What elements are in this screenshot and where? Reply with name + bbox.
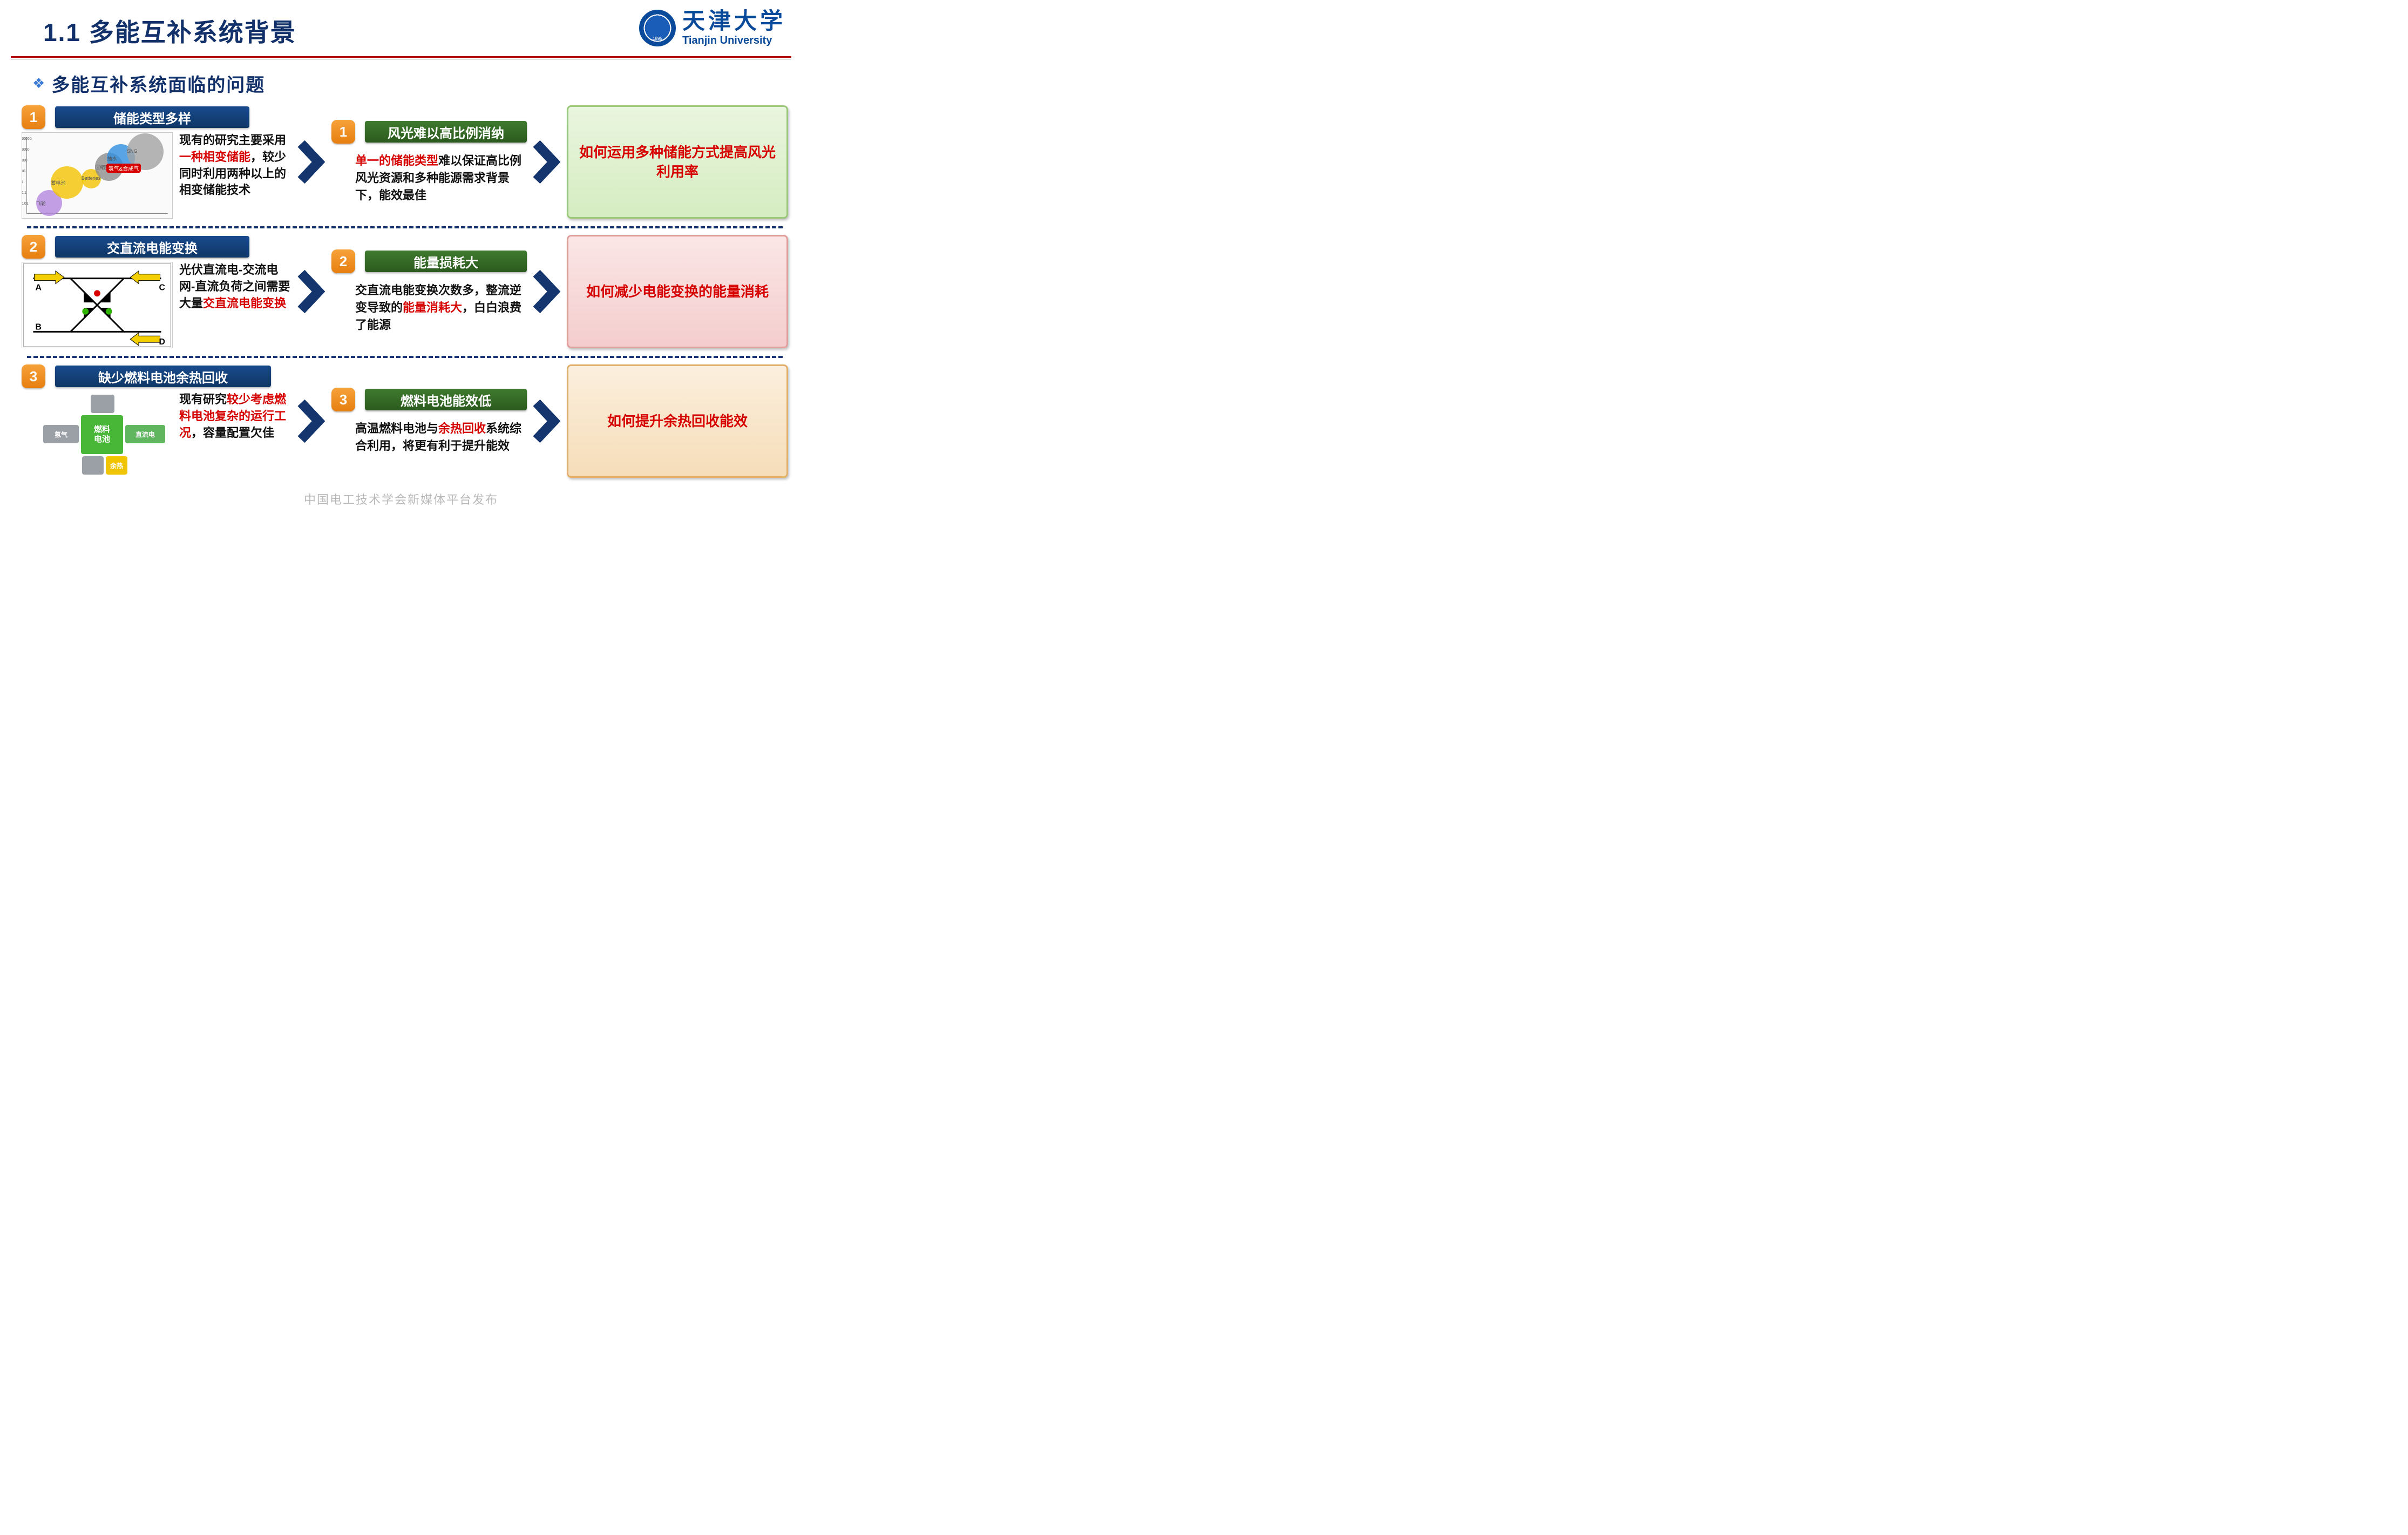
- header-rule: [11, 56, 791, 59]
- arrow-icon: [297, 140, 326, 184]
- diamond-bullet-icon: ❖: [32, 75, 45, 92]
- arrow-icon: [297, 270, 326, 313]
- problem-row-2: 2 交直流电能变换: [22, 232, 788, 353]
- conclusion-box-3: 如何提升余热回收能效: [567, 364, 788, 478]
- mid-block-3: 3 燃料电池能效低 高温燃料电池与余热回收系统综合利用，将更有利于提升能效: [331, 388, 527, 455]
- left-title-pill-3: 缺少燃料电池余热回收: [55, 366, 271, 387]
- mid-desc-1: 单一的储能类型难以保证高比例风光资源和多种能源需求背景下，能效最佳: [331, 147, 527, 204]
- svg-text:B: B: [35, 322, 41, 332]
- left-desc-3: 现有研究较少考虑燃料电池复杂的运行工况，容量配置欠佳: [179, 391, 291, 441]
- left-badge-1: 1: [22, 105, 45, 129]
- rows-container: 1 储能类型多样 飞轮蓄电池Batteries压缩空气抽水SNG氢气&合成气10…: [0, 102, 802, 482]
- mid-badge-2: 2: [331, 249, 355, 273]
- left-badge-3: 3: [22, 364, 45, 388]
- left-block-2: 2 交直流电能变换: [22, 235, 291, 348]
- left-desc-2: 光伏直流电-交流电网-直流负荷之间需要大量交直流电能变换: [179, 262, 291, 312]
- conclusion-box-2: 如何减少电能变换的能量消耗: [567, 235, 788, 348]
- left-desc-1: 现有的研究主要采用一种相变储能，较少同时利用两种以上的相变储能技术: [179, 132, 291, 199]
- arrow-icon: [532, 270, 561, 313]
- figure-rectifier: A B C D: [22, 262, 173, 348]
- dashed-separator: [27, 226, 783, 228]
- svg-text:D: D: [159, 337, 165, 347]
- left-title-pill-1: 储能类型多样: [55, 106, 249, 128]
- figure-storage-types: 飞轮蓄电池Batteries压缩空气抽水SNG氢气&合成气10000100010…: [22, 132, 173, 219]
- watermark-text: 中国电工技术学会新媒体平台发布: [0, 490, 802, 508]
- mid-badge-1: 1: [331, 120, 355, 144]
- mid-desc-3: 高温燃料电池与余热回收系统综合利用，将更有利于提升能效: [331, 415, 527, 455]
- section-title: 多能互补系统面临的问题: [51, 70, 265, 97]
- mid-title-pill-1: 风光难以高比例消纳: [365, 121, 527, 143]
- dashed-separator: [27, 356, 783, 358]
- figure-fuel-cell: 燃料 电池 直流电 氢气 余热: [22, 391, 173, 478]
- mid-badge-3: 3: [331, 388, 355, 411]
- mid-block-1: 1 风光难以高比例消纳 单一的储能类型难以保证高比例风光资源和多种能源需求背景下…: [331, 120, 527, 204]
- slide-header: 1.1 多能互补系统背景 天津大学 Tianjin University: [0, 0, 802, 53]
- logo-seal-icon: [639, 10, 676, 46]
- arrow-icon: [532, 140, 561, 184]
- mid-desc-2: 交直流电能变换次数多，整流逆变导致的能量消耗大，白白浪费了能源: [331, 276, 527, 334]
- left-block-1: 1 储能类型多样 飞轮蓄电池Batteries压缩空气抽水SNG氢气&合成气10…: [22, 105, 291, 219]
- arrow-icon: [297, 400, 326, 443]
- mid-block-2: 2 能量损耗大 交直流电能变换次数多，整流逆变导致的能量消耗大，白白浪费了能源: [331, 249, 527, 334]
- arrow-icon: [532, 400, 561, 443]
- mid-title-pill-3: 燃料电池能效低: [365, 389, 527, 410]
- logo-text: 天津大学 Tianjin University: [682, 10, 786, 46]
- university-logo: 天津大学 Tianjin University: [639, 10, 786, 46]
- left-title-pill-2: 交直流电能变换: [55, 236, 249, 258]
- problem-row-1: 1 储能类型多样 飞轮蓄电池Batteries压缩空气抽水SNG氢气&合成气10…: [22, 102, 788, 223]
- svg-text:A: A: [35, 283, 41, 292]
- logo-cn: 天津大学: [682, 10, 786, 33]
- mid-title-pill-2: 能量损耗大: [365, 251, 527, 272]
- problem-row-3: 3 缺少燃料电池余热回收 燃料 电池 直流电 氢气 余热 现有研究较少考虑燃料电…: [22, 361, 788, 482]
- left-badge-2: 2: [22, 235, 45, 259]
- svg-text:C: C: [159, 283, 165, 292]
- conclusion-box-1: 如何运用多种储能方式提高风光利用率: [567, 105, 788, 219]
- left-block-3: 3 缺少燃料电池余热回收 燃料 电池 直流电 氢气 余热 现有研究较少考虑燃料电…: [22, 364, 291, 478]
- section-heading: ❖ 多能互补系统面临的问题: [32, 70, 802, 97]
- logo-en: Tianjin University: [682, 35, 786, 46]
